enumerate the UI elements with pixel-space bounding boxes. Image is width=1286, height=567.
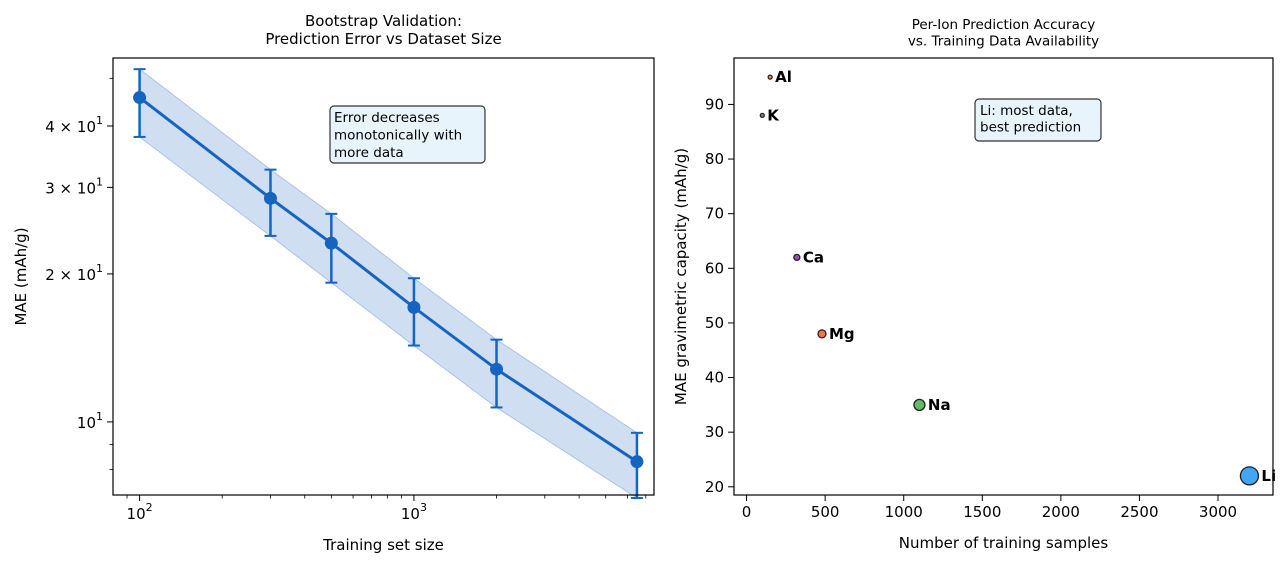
y-tick-label: 101	[77, 410, 103, 432]
chart1-title: Bootstrap Validation: Prediction Error vs…	[265, 12, 501, 48]
chart1-frame	[112, 57, 655, 496]
y-tick-label: 40	[705, 369, 724, 387]
point-label: Ca	[803, 248, 824, 266]
point-label: Na	[928, 396, 951, 414]
x-tick-label: 1000	[885, 503, 923, 521]
chart2-title: Per-Ion Prediction Accuracy vs. Training …	[908, 17, 1099, 50]
x-tick-label: 500	[811, 503, 840, 521]
data-point	[490, 362, 504, 376]
scatter-point	[767, 74, 773, 80]
y-tick-label: 60	[705, 259, 724, 277]
y-tick-label: 50	[705, 314, 724, 332]
chart1-title-line: Prediction Error vs Dataset Size	[265, 30, 501, 48]
chart2-title-line: vs. Training Data Availability	[908, 34, 1099, 50]
chart1-title-line: Bootstrap Validation:	[305, 12, 462, 30]
point-label: Li	[1261, 467, 1276, 485]
y-tick-exponent: 1	[96, 114, 103, 127]
chart2-xlabel: Number of training samples	[899, 534, 1109, 552]
y-tick-exponent: 1	[96, 410, 103, 423]
data-point	[263, 191, 277, 205]
x-tick-exponent: 3	[420, 501, 427, 514]
y-tick-label: 90	[705, 95, 724, 113]
annotation-text-2: Li: most data, best prediction	[980, 103, 1081, 136]
annotation-text-2-line: best prediction	[980, 120, 1081, 136]
data-point	[407, 300, 421, 314]
x-tick-exponent: 2	[146, 501, 153, 514]
annotation-text-line: Error decreases	[334, 110, 440, 126]
scatter-point	[913, 398, 926, 412]
point-label: K	[767, 106, 780, 124]
y-tick-label: 3 × 101	[45, 175, 103, 197]
scatter-point	[759, 112, 765, 119]
chart2-frame	[733, 57, 1274, 496]
y-tick-label: 80	[705, 150, 724, 168]
scatter-point	[817, 329, 827, 339]
x-tick-label: 3000	[1199, 503, 1237, 521]
annotation-box-2	[974, 98, 1102, 142]
y-tick-exponent: 1	[96, 175, 103, 188]
y-tick-exponent: 1	[96, 262, 103, 275]
point-label: Mg	[829, 325, 855, 343]
annotation-text-2-line: Li: most data,	[980, 103, 1073, 119]
chart1-xlabel: Training set size	[322, 536, 444, 554]
y-tick-label: 20	[705, 478, 724, 496]
y-tick-label: 4 × 101	[45, 114, 103, 136]
data-point	[324, 236, 338, 250]
chart2-ylabel: MAE gravimetric capacity (mAh/g)	[672, 148, 690, 405]
chart2-title-line: Per-Ion Prediction Accuracy	[912, 17, 1096, 33]
annotation-text: Error decreases monotonically with more da…	[334, 110, 462, 161]
y-tick-label: 2 × 101	[45, 262, 103, 284]
x-tick-label: 1500	[963, 503, 1001, 521]
data-point	[630, 455, 644, 469]
y-tick-label: 70	[705, 205, 724, 223]
chart1-ylabel: MAE (mAh/g)	[12, 227, 30, 325]
annotation-box	[329, 105, 486, 164]
scatter-point	[1239, 466, 1260, 486]
data-point	[133, 91, 147, 105]
annotation-text-line: more data	[334, 145, 404, 161]
x-tick-label: 103	[401, 501, 427, 523]
series-line	[138, 96, 638, 463]
scatter-point	[793, 253, 801, 262]
x-tick-label: 0	[742, 503, 752, 521]
x-tick-label: 102	[127, 501, 153, 523]
annotation-text-line: monotonically with	[334, 128, 462, 144]
point-label: Al	[775, 68, 792, 86]
x-tick-label: 2000	[1042, 503, 1080, 521]
y-tick-label: 30	[705, 423, 724, 441]
x-tick-label: 2500	[1120, 503, 1158, 521]
